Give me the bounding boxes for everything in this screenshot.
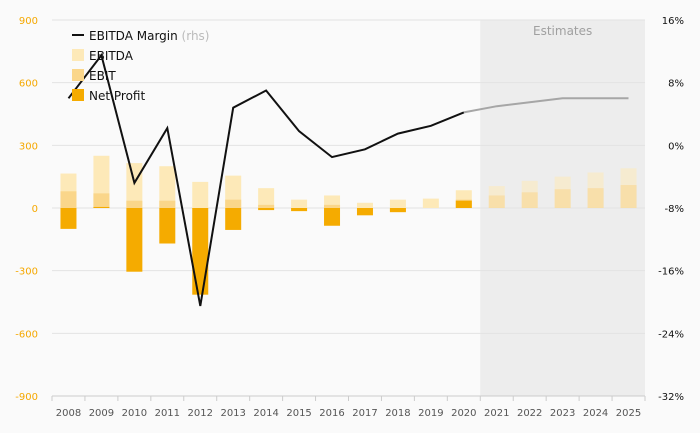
right-tick-label: -8% (665, 204, 684, 215)
bar-ebitda (389, 199, 406, 208)
x-tick-label: 2023 (550, 408, 575, 419)
x-tick-label: 2025 (616, 408, 641, 419)
bar-net-profit (291, 208, 308, 212)
legend-swatch-ebit (72, 69, 84, 81)
x-tick-label: 2009 (89, 408, 114, 419)
x-tick-label: 2018 (385, 408, 410, 419)
right-tick-label: -16% (658, 267, 684, 278)
legend-swatch-net-profit (72, 89, 84, 101)
bar-ebitda (356, 202, 373, 208)
ebitda-margin-line-estimates (463, 97, 629, 114)
bar-net-profit (389, 208, 406, 213)
x-tick-label: 2014 (253, 408, 278, 419)
bar-net-profit (324, 208, 341, 226)
right-tick-label: 8% (668, 79, 684, 90)
bar-ebit (93, 193, 110, 208)
bar-ebitda (126, 163, 143, 208)
x-tick-label: 2013 (220, 408, 245, 419)
x-tick-label: 2015 (286, 408, 311, 419)
legend-label-ebitda-margin: EBITDA Margin (rhs) (89, 29, 210, 43)
left-tick-label: -600 (15, 329, 38, 340)
bar-net-profit (126, 208, 143, 272)
legend: EBITDA Margin (rhs) EBITDA EBIT Net Profit (72, 29, 210, 103)
bar-ebit (488, 195, 505, 208)
x-tick-label: 2020 (451, 408, 476, 419)
bar-ebit (159, 200, 176, 208)
x-tick-label: 2010 (122, 408, 147, 419)
bar-ebit (225, 199, 242, 208)
x-tick-label: 2008 (56, 408, 81, 419)
x-tick-label: 2017 (352, 408, 377, 419)
x-tick-label: 2022 (517, 408, 542, 419)
bar-ebit (620, 185, 637, 208)
x-tick-label: 2019 (418, 408, 443, 419)
left-tick-label: 0 (32, 204, 38, 215)
bar-ebitda (258, 188, 275, 208)
x-tick-label: 2012 (188, 408, 213, 419)
estimates-label: Estimates (533, 24, 592, 38)
x-tick-label: 2021 (484, 408, 509, 419)
bar-ebit (554, 189, 571, 208)
x-tick-label: 2016 (319, 408, 344, 419)
x-tick-label: 2011 (155, 408, 180, 419)
bar-ebit (126, 200, 143, 208)
right-tick-label: -32% (658, 392, 684, 403)
bar-ebit (324, 204, 341, 208)
right-tick-label: -24% (658, 329, 684, 340)
left-tick-label: 300 (19, 141, 38, 152)
bar-net-profit (225, 208, 242, 230)
bar-net-profit (159, 208, 176, 244)
legend-label-ebitda: EBITDA (89, 49, 134, 63)
bar-ebit (587, 188, 604, 208)
legend-label-ebit: EBIT (89, 69, 116, 83)
x-tick-label: 2024 (583, 408, 608, 419)
right-tick-label: 16% (662, 16, 684, 27)
bar-ebitda (422, 198, 439, 208)
legend-swatch-ebitda (72, 49, 84, 61)
bar-net-profit (93, 206, 110, 208)
bar-net-profit (258, 208, 275, 211)
bar-ebit (60, 191, 77, 208)
bar-ebitda (291, 199, 308, 208)
bar-net-profit (455, 200, 472, 208)
bar-ebitda (192, 181, 209, 208)
bar-ebit (258, 204, 275, 208)
legend-rhs-suffix: (rhs) (182, 29, 210, 43)
bar-net-profit (192, 208, 209, 295)
left-tick-label: 900 (19, 16, 38, 27)
left-tick-label: -900 (15, 392, 38, 403)
ebitda-margin-line (67, 53, 465, 307)
right-tick-label: 0% (668, 141, 684, 152)
left-tick-label: -300 (15, 267, 38, 278)
bar-net-profit (60, 208, 77, 229)
bar-net-profit (356, 208, 373, 216)
bar-ebit (521, 192, 538, 208)
left-tick-label: 600 (19, 79, 38, 90)
legend-label-net-profit: Net Profit (89, 89, 145, 103)
bar-ebitda (159, 166, 176, 208)
